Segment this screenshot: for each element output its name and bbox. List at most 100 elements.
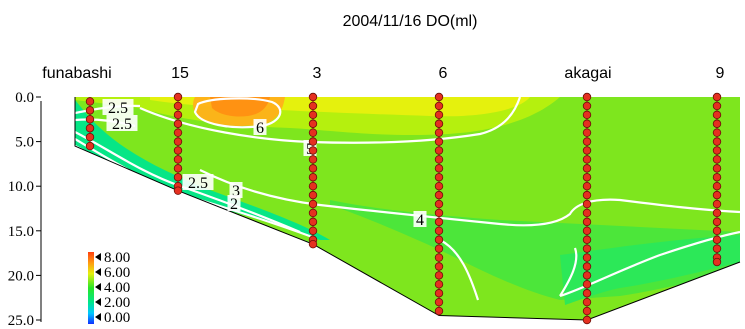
sample-point [434,235,444,244]
contour-label-bg [227,195,241,211]
chart-title: 2004/11/16 DO(ml) [343,13,478,30]
y-tick-label: 25.0 [8,313,34,329]
legend-marker [95,253,101,261]
sample-point [712,235,722,244]
sample-point [582,137,592,146]
contour-label-bg [182,174,214,190]
contour-label: 6 [256,120,264,137]
contour-line [139,97,522,144]
sample-point [582,190,592,200]
sample-point [582,181,592,191]
sample-point [434,155,444,164]
sample-point [582,226,592,235]
sample-point [582,164,592,173]
sample-point [434,190,444,200]
sample-point [308,173,318,182]
sample-point [582,280,592,289]
sample-point [434,164,444,173]
legend-colorbar [88,252,94,324]
sample-point [308,101,318,111]
sample-point [173,137,183,146]
sample-point [582,128,592,137]
y-tick-label: 10.0 [8,179,34,195]
sample-point [582,155,592,164]
sample-point [434,208,444,218]
contour-label-bg [253,119,267,135]
color-band [210,97,270,117]
station-labels: funabashi 15 3 6 akagai 9 [42,65,724,82]
station-label: akagai [564,65,611,82]
sample-point [308,217,318,227]
sample-point [308,181,318,191]
sample-point [434,217,444,227]
sample-point [712,92,722,102]
sample-point [582,297,592,307]
sample-point [582,315,592,325]
sample-point [712,190,722,200]
sample-point [712,199,722,209]
sample-points [85,92,722,325]
sample-point [434,92,444,102]
sample-point [712,226,722,235]
sample-point [434,181,444,191]
station-label: 3 [313,65,322,82]
sample-point [712,217,722,227]
sample-point [712,110,722,120]
sample-point [434,244,444,253]
sample-point [434,306,444,316]
sample-point [434,101,444,111]
sample-point [434,226,444,235]
sample-point [85,106,95,115]
contour-label-bg [106,115,138,131]
legend-label: 2.00 [104,295,130,311]
contour-label: 4 [416,212,424,229]
sample-point [434,280,444,289]
legend-label: 6.00 [104,265,130,281]
station-label: 15 [171,65,189,82]
sample-point [434,297,444,307]
sample-point [582,244,592,253]
legend-marker [95,268,101,276]
sample-point [582,253,592,262]
sample-point [712,101,722,111]
sample-point [712,146,722,155]
legend-marker [95,313,101,321]
sample-point [308,155,318,164]
contour-label: 2 [230,196,238,213]
sample-point [85,124,95,133]
sample-point [582,289,592,298]
station-label: 6 [439,65,448,82]
sample-point [173,128,183,137]
contour-line [199,169,740,227]
sample-point [582,235,592,244]
sample-point [85,115,95,124]
sample-point [582,217,592,227]
sample-point [85,141,95,151]
contour-label: 2.5 [108,100,128,117]
sample-point [434,271,444,280]
sample-point [582,101,592,111]
sample-point [434,146,444,155]
sample-point [582,92,592,102]
sample-point [712,257,722,267]
sample-point [582,208,592,218]
sample-point [582,146,592,155]
color-section [75,97,740,320]
sample-point [434,262,444,271]
sample-point [582,306,592,316]
sample-point [308,92,318,102]
legend-label: 0.00 [104,310,130,326]
contour-label-bg [102,99,134,115]
contour-label: 2.5 [112,116,132,133]
sample-point [173,92,183,102]
sample-point [173,164,183,173]
sample-point [434,119,444,128]
sample-point [712,128,722,137]
sample-point [434,173,444,182]
sample-point [173,155,183,164]
sample-point [173,173,183,182]
sample-point [712,119,722,128]
y-tick-label: 0.0 [15,90,34,106]
